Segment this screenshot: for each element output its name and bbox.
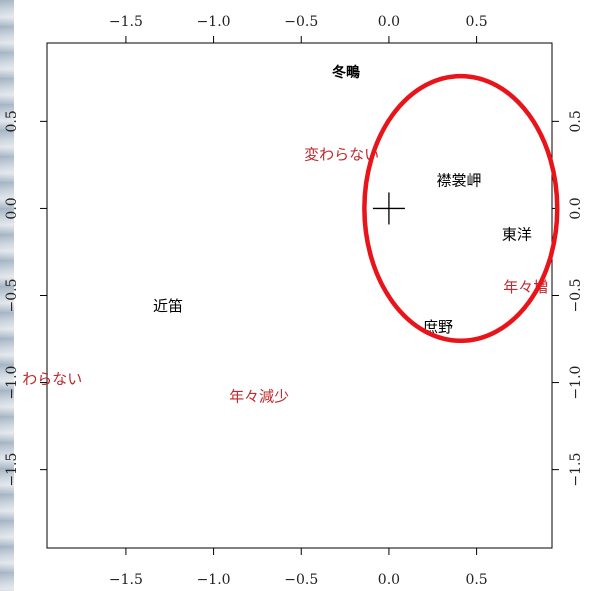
right-tick-label: −1.0 <box>568 366 584 400</box>
top-tick-label: −0.5 <box>284 14 318 30</box>
plot-frame <box>46 42 553 549</box>
point-label-site: 東洋 <box>502 226 532 244</box>
x-tick-label: 0.0 <box>378 572 400 588</box>
right-tick-label: 0.5 <box>568 110 584 132</box>
x-tick-label: −1.0 <box>197 572 231 588</box>
right-tick-label: −0.5 <box>568 279 584 313</box>
point-label-trend: 変わらない <box>304 145 379 163</box>
y-tick-label: −1.0 <box>4 366 20 400</box>
top-tick-label: 0.5 <box>465 14 487 30</box>
x-tick-label: −0.5 <box>284 572 318 588</box>
top-tick-label: −1.5 <box>109 14 143 30</box>
x-tick-label: 0.5 <box>465 572 487 588</box>
chart-title: 冬鴫 <box>332 64 360 81</box>
y-tick-label: −0.5 <box>4 279 20 313</box>
point-label-site: 近笛 <box>153 297 183 315</box>
highlight-ellipse <box>362 73 560 344</box>
point-label-trend: わらない <box>22 370 82 388</box>
origin-cross-marker <box>372 192 405 225</box>
y-tick-label: 0.5 <box>4 110 20 132</box>
y-tick-label: 0.0 <box>4 197 20 219</box>
right-tick-label: 0.0 <box>568 197 584 219</box>
x-tick-label: −1.5 <box>109 572 143 588</box>
top-tick-label: 0.0 <box>378 14 400 30</box>
y-tick-label: −1.5 <box>4 453 20 487</box>
background-photo-strip <box>0 0 14 591</box>
right-tick-label: −1.5 <box>568 453 584 487</box>
top-tick-label: −1.0 <box>197 14 231 30</box>
point-label-trend: 年々減少 <box>229 388 289 406</box>
point-label-site: 庶野 <box>423 318 453 336</box>
point-label-site: 襟裳岬 <box>437 172 482 190</box>
